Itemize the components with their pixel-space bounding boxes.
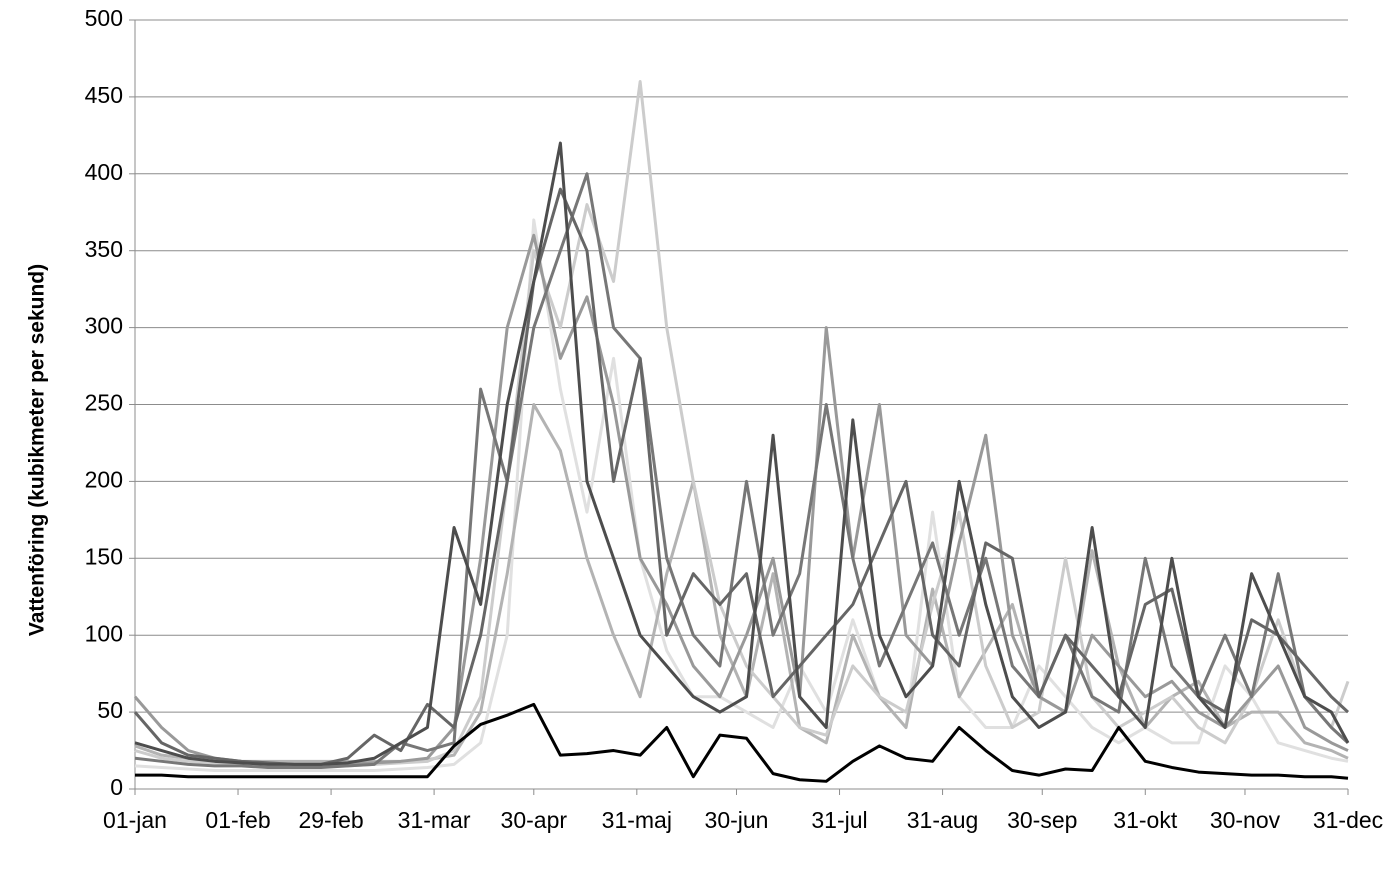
y-tick-label: 300 xyxy=(85,313,123,339)
y-tick-label: 500 xyxy=(85,5,123,31)
series-line xyxy=(134,141,1350,766)
x-tick-label: 01-feb xyxy=(205,807,270,833)
x-tick-label: 30-apr xyxy=(501,807,568,833)
series-line xyxy=(133,187,1350,766)
x-tick-label: 31-okt xyxy=(1113,807,1178,833)
y-tick-label: 350 xyxy=(85,236,123,262)
y-tick-label: 250 xyxy=(85,390,123,416)
y-tick-label: 50 xyxy=(97,697,123,723)
y-tick-label: 450 xyxy=(85,82,123,108)
series-line xyxy=(135,702,1349,783)
series-line xyxy=(134,172,1350,769)
y-tick-label: 150 xyxy=(85,543,123,569)
x-tick-label: 31-dec xyxy=(1313,807,1383,833)
x-tick-label: 30-nov xyxy=(1210,807,1281,833)
y-axis-label: Vattenföring (kubikmeter per sekund) xyxy=(26,264,49,636)
series-line xyxy=(134,218,1349,773)
y-tick-label: 400 xyxy=(85,159,123,185)
x-tick-label: 30-sep xyxy=(1007,807,1077,833)
x-tick-label: 31-mar xyxy=(398,807,471,833)
x-tick-label: 29-feb xyxy=(298,807,363,833)
y-tick-label: 100 xyxy=(85,620,123,646)
y-tick-label: 0 xyxy=(110,774,123,800)
y-tick-label: 200 xyxy=(85,466,123,492)
x-tick-label: 31-aug xyxy=(907,807,979,833)
x-tick-label: 31-jul xyxy=(811,807,867,833)
x-tick-label: 31-maj xyxy=(602,807,672,833)
x-tick-label: 30-jun xyxy=(705,807,769,833)
x-tick-label: 01-jan xyxy=(103,807,167,833)
series-line xyxy=(134,80,1350,768)
